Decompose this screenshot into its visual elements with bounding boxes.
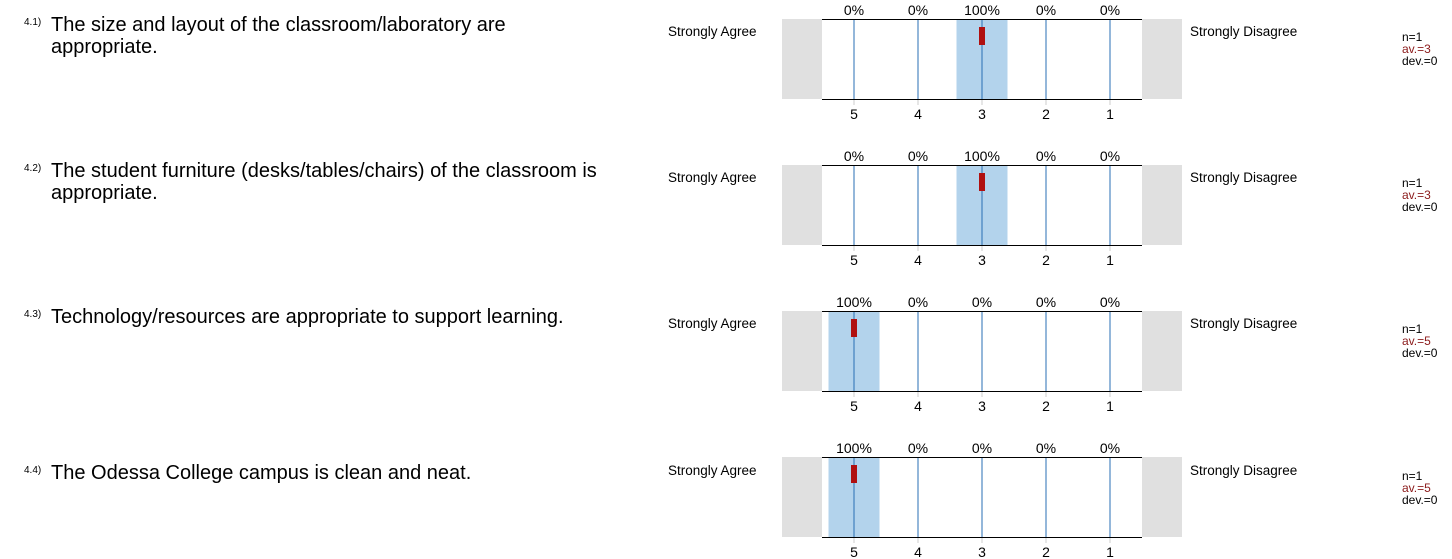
scale-label: 3 (978, 252, 986, 268)
percentage-label: 0% (908, 440, 928, 456)
average-value: av.=3 (1402, 188, 1431, 202)
left-pole-label: Strongly Agree (668, 24, 757, 39)
left-gray-box (782, 457, 822, 537)
scale-label: 2 (1042, 252, 1050, 268)
average-value: av.=5 (1402, 334, 1431, 348)
left-pole-label: Strongly Agree (668, 463, 757, 478)
stats-block: n=1 av.=3 dev.=0 (1402, 31, 1437, 67)
scale-label: 5 (850, 106, 858, 122)
right-pole-label: Strongly Disagree (1190, 316, 1298, 331)
percentage-label: 0% (1100, 2, 1120, 18)
question-number: 4.1) (24, 17, 42, 28)
question-number: 4.2) (24, 163, 42, 174)
scale-label: 5 (850, 544, 858, 559)
right-gray-box (1142, 457, 1182, 537)
scale-label: 3 (978, 106, 986, 122)
right-gray-box (1142, 19, 1182, 99)
percentage-label: 0% (1036, 440, 1056, 456)
question-text: The student furniture (desks/tables/chai… (51, 160, 597, 204)
percentage-label: 0% (844, 148, 864, 164)
question-number: 4.4) (24, 465, 42, 476)
scale-label: 4 (914, 544, 922, 559)
stats-block: n=1 av.=5 dev.=0 (1402, 470, 1437, 506)
n-count: n=1 (1402, 469, 1423, 483)
scale-label: 4 (914, 398, 922, 414)
percentage-label: 0% (972, 440, 992, 456)
average-value: av.=5 (1402, 481, 1431, 495)
deviation-value: dev.=0 (1402, 493, 1438, 507)
percentage-label: 0% (908, 2, 928, 18)
percentage-label: 0% (1036, 2, 1056, 18)
percentage-label: 0% (908, 148, 928, 164)
scale-label: 2 (1042, 106, 1050, 122)
percentage-label: 0% (1100, 440, 1120, 456)
percentage-label: 0% (1100, 148, 1120, 164)
question-text: The size and layout of the classroom/lab… (51, 14, 506, 58)
scale-label: 5 (850, 252, 858, 268)
question-text: Technology/resources are appropriate to … (51, 306, 564, 328)
deviation-value: dev.=0 (1402, 54, 1438, 68)
percentage-label: 0% (908, 294, 928, 310)
scale-label: 3 (978, 398, 986, 414)
percentage-label: 0% (844, 2, 864, 18)
mean-marker (979, 27, 985, 45)
average-value: av.=3 (1402, 42, 1431, 56)
right-gray-box (1142, 311, 1182, 391)
percentage-label: 0% (1036, 148, 1056, 164)
percentage-label: 0% (972, 294, 992, 310)
left-pole-label: Strongly Agree (668, 170, 757, 185)
n-count: n=1 (1402, 30, 1423, 44)
percentage-label: 100% (964, 2, 1000, 18)
percentage-label: 100% (836, 440, 872, 456)
mean-marker (979, 173, 985, 191)
n-count: n=1 (1402, 322, 1423, 336)
scale-label: 1 (1106, 252, 1114, 268)
scale-label: 1 (1106, 398, 1114, 414)
percentage-label: 0% (1036, 294, 1056, 310)
right-pole-label: Strongly Disagree (1190, 463, 1298, 478)
left-gray-box (782, 165, 822, 245)
scale-label: 1 (1106, 106, 1114, 122)
right-gray-box (1142, 165, 1182, 245)
scale-label: 5 (850, 398, 858, 414)
question-text: The Odessa College campus is clean and n… (51, 462, 472, 484)
right-pole-label: Strongly Disagree (1190, 24, 1298, 39)
stats-block: n=1 av.=5 dev.=0 (1402, 323, 1437, 359)
right-pole-label: Strongly Disagree (1190, 170, 1298, 185)
left-pole-label: Strongly Agree (668, 316, 757, 331)
scale-label: 4 (914, 252, 922, 268)
left-gray-box (782, 311, 822, 391)
left-gray-box (782, 19, 822, 99)
percentage-label: 100% (836, 294, 872, 310)
scale-label: 3 (978, 544, 986, 559)
mean-marker (851, 319, 857, 337)
deviation-value: dev.=0 (1402, 200, 1438, 214)
scale-label: 2 (1042, 398, 1050, 414)
deviation-value: dev.=0 (1402, 346, 1438, 360)
scale-label: 1 (1106, 544, 1114, 559)
n-count: n=1 (1402, 176, 1423, 190)
percentage-label: 0% (1100, 294, 1120, 310)
percentage-label: 100% (964, 148, 1000, 164)
stats-block: n=1 av.=3 dev.=0 (1402, 177, 1437, 213)
scale-label: 2 (1042, 544, 1050, 559)
mean-marker (851, 465, 857, 483)
scale-label: 4 (914, 106, 922, 122)
question-number: 4.3) (24, 309, 42, 320)
